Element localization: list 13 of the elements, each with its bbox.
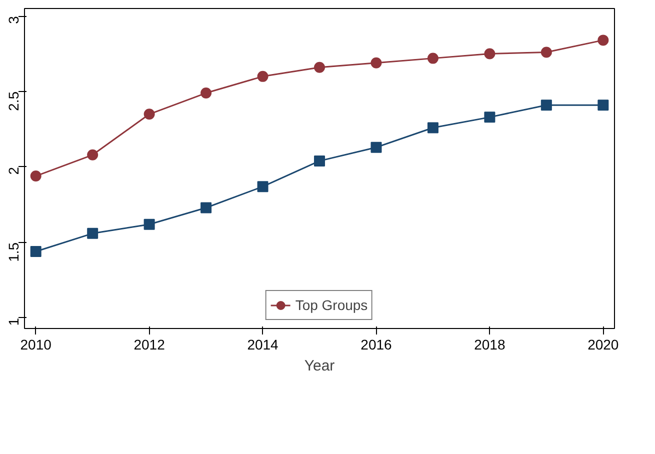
x-tick-label: 2016: [360, 336, 392, 352]
x-tick-label: 2020: [588, 336, 619, 352]
y-tick-label: 1: [6, 318, 22, 326]
x-axis-title: Year: [304, 358, 335, 374]
y-tick-label: 3: [6, 16, 22, 24]
y-tick-label: 2.5: [6, 91, 22, 111]
y-tick-label: 2: [6, 166, 22, 175]
x-tick-label: 2010: [20, 336, 52, 352]
y-tick-label: 1.5: [6, 242, 22, 262]
x-tick-label: 2018: [474, 336, 506, 352]
x-tick-label: 2012: [134, 336, 166, 352]
x-tick-label: 2014: [247, 336, 279, 352]
legend-label: Top Groups: [295, 297, 368, 313]
